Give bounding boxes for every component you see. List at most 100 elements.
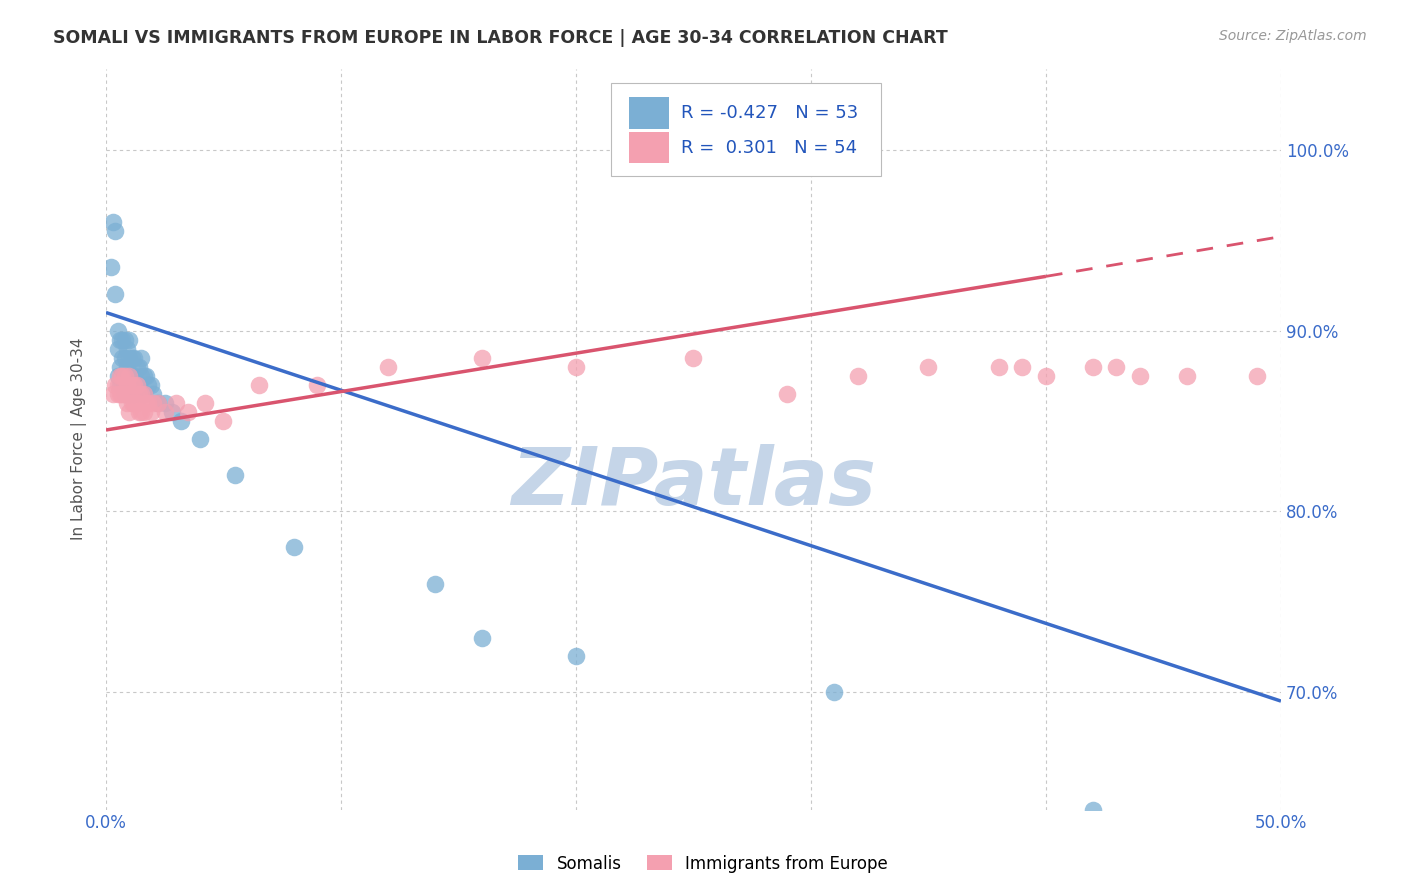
Point (118, 405, 141, 419)
Point (682, 351, 704, 365)
FancyBboxPatch shape (628, 97, 669, 128)
Point (129, 368, 152, 383)
Point (129, 351, 152, 365)
Point (177, 405, 200, 419)
Point (423, 576, 446, 591)
Point (114, 368, 136, 383)
Point (122, 387, 145, 401)
Point (170, 414, 193, 428)
Point (142, 387, 165, 401)
Point (283, 541, 305, 555)
Point (471, 351, 494, 365)
Point (136, 396, 159, 410)
Point (988, 359, 1011, 374)
Text: Source: ZipAtlas.com: Source: ZipAtlas.com (1219, 29, 1367, 43)
Point (128, 387, 150, 401)
Point (565, 359, 588, 374)
Point (104, 287, 127, 301)
Point (1105, 359, 1128, 374)
Point (122, 351, 145, 365)
Point (135, 368, 157, 383)
Point (118, 387, 141, 401)
Point (128, 359, 150, 374)
Point (132, 368, 155, 383)
Point (1081, 803, 1104, 817)
Point (128, 405, 150, 419)
Point (121, 351, 143, 365)
Point (114, 333, 136, 347)
Point (111, 368, 134, 383)
Y-axis label: In Labor Force | Age 30-34: In Labor Force | Age 30-34 (72, 338, 87, 541)
Point (153, 405, 176, 419)
Point (139, 405, 162, 419)
Point (100, 260, 122, 275)
Text: R =  0.301   N = 54: R = 0.301 N = 54 (681, 139, 856, 157)
Point (188, 432, 211, 446)
Point (160, 405, 183, 419)
Point (146, 396, 169, 410)
Point (107, 368, 129, 383)
Point (108, 333, 131, 347)
Point (122, 396, 145, 410)
Point (101, 215, 124, 229)
Point (776, 387, 799, 401)
Point (471, 631, 494, 645)
Point (1011, 359, 1033, 374)
Point (166, 396, 188, 410)
Point (846, 368, 869, 383)
Point (111, 387, 134, 401)
Point (132, 387, 155, 401)
Point (139, 377, 162, 392)
Point (129, 387, 152, 401)
Point (114, 387, 136, 401)
Point (224, 468, 246, 483)
Point (128, 377, 150, 392)
Point (107, 387, 129, 401)
Point (101, 387, 124, 401)
Point (115, 377, 138, 392)
Point (114, 387, 136, 401)
Point (115, 342, 138, 356)
Point (118, 333, 141, 347)
Point (114, 368, 136, 383)
Point (122, 377, 145, 392)
Point (136, 377, 159, 392)
Point (111, 377, 134, 392)
Point (135, 396, 157, 410)
Point (153, 396, 176, 410)
Point (122, 368, 145, 383)
Point (146, 396, 169, 410)
Point (125, 377, 148, 392)
Point (121, 377, 143, 392)
Point (125, 377, 148, 392)
Point (121, 368, 143, 383)
Point (115, 377, 138, 392)
Point (118, 368, 141, 383)
Text: SOMALI VS IMMIGRANTS FROM EUROPE IN LABOR FORCE | AGE 30-34 CORRELATION CHART: SOMALI VS IMMIGRANTS FROM EUROPE IN LABO… (53, 29, 948, 46)
Point (194, 396, 217, 410)
Point (111, 333, 134, 347)
Point (107, 324, 129, 338)
Point (129, 405, 152, 419)
Point (565, 648, 588, 663)
Point (142, 396, 165, 410)
Point (1035, 368, 1057, 383)
Point (917, 359, 939, 374)
Point (104, 224, 127, 238)
Point (307, 377, 329, 392)
Point (125, 396, 148, 410)
Point (108, 387, 131, 401)
Point (118, 368, 141, 383)
Text: ZIPatlas: ZIPatlas (510, 444, 876, 523)
Point (377, 359, 399, 374)
Point (1246, 368, 1268, 383)
Point (111, 351, 134, 365)
Point (108, 359, 131, 374)
Point (107, 342, 129, 356)
Point (132, 405, 155, 419)
Point (108, 377, 131, 392)
Text: R = -0.427   N = 53: R = -0.427 N = 53 (681, 104, 858, 122)
Point (125, 359, 148, 374)
Point (115, 359, 138, 374)
Point (115, 396, 138, 410)
